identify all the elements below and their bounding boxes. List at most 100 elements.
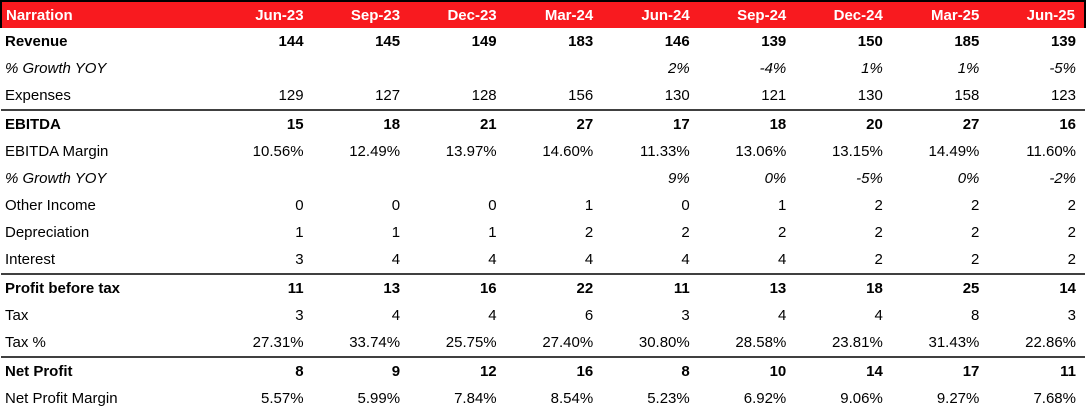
data-cell: 17 — [891, 356, 989, 385]
header-cell-period: Sep-24 — [698, 0, 796, 28]
data-cell: 1 — [488, 224, 497, 241]
data-cell: 27.31% — [252, 334, 304, 351]
data-cell: 2 — [681, 224, 690, 241]
data-cell: 14.49% — [928, 143, 980, 160]
table-row: Profit before tax 11 13 16 22 11 13 18 25 14 — [1, 273, 1085, 302]
table-row: Tax % 27.31% 33.74% 25.75% 27.40% 30.80% 28.58… — [1, 329, 1085, 357]
data-cell — [216, 55, 313, 82]
data-cell: 2 — [971, 251, 980, 268]
data-cell: -5% — [1049, 60, 1076, 77]
data-cell: 139 — [1050, 33, 1076, 50]
data-cell: 4 — [488, 251, 497, 268]
header-cell-period: Jun-25 — [988, 0, 1086, 28]
row-label: EBITDA — [1, 109, 216, 138]
row-label: Depreciation — [5, 224, 90, 241]
data-cell: 5.23% — [647, 390, 690, 406]
data-cell: 13 — [698, 273, 796, 302]
data-cell: 127 — [375, 87, 401, 104]
row-label: Other Income — [5, 197, 96, 214]
data-cell: 1 — [295, 224, 304, 241]
data-cell — [506, 55, 603, 82]
data-cell: 0% — [957, 170, 980, 187]
data-cell: 1% — [861, 60, 883, 77]
data-cell: 2 — [874, 251, 883, 268]
data-cell: 2 — [1067, 197, 1076, 214]
data-cell: 2 — [971, 224, 980, 241]
data-cell: 2 — [874, 197, 883, 214]
data-cell: 9 — [312, 356, 410, 385]
table-row: Expenses 129 127 128 156 130 121 130 158 123 — [1, 82, 1085, 110]
data-cell: 7.84% — [454, 390, 497, 406]
table-row: EBITDA Margin 10.56% 12.49% 13.97% 14.60% 11.… — [1, 138, 1085, 165]
data-cell: 2% — [668, 60, 690, 77]
data-cell: -2% — [1049, 170, 1076, 187]
data-cell: 1 — [391, 224, 401, 241]
data-cell: 14 — [988, 273, 1085, 302]
row-label: % Growth YOY — [5, 60, 107, 77]
table-row: Net Profit Margin 5.57% 5.99% 7.84% 8.54% 5.2… — [1, 385, 1085, 406]
data-cell: 130 — [664, 87, 690, 104]
data-cell: 4 — [391, 251, 401, 268]
data-cell: 2 — [1067, 251, 1076, 268]
data-cell: 33.74% — [349, 334, 401, 351]
table-row: Other Income 0 0 0 1 0 1 2 2 2 — [1, 192, 1085, 219]
data-cell: 4 — [391, 307, 401, 324]
data-cell: 8 — [216, 356, 313, 385]
header-cell-period: Sep-23 — [312, 0, 410, 28]
data-cell: 0 — [488, 197, 497, 214]
row-label: Interest — [5, 251, 56, 268]
data-cell: 15 — [216, 109, 313, 138]
data-cell: 0 — [295, 197, 304, 214]
data-cell — [313, 165, 410, 192]
data-cell: -5% — [856, 170, 883, 187]
row-label: Tax % — [5, 334, 46, 351]
table-row: % Growth YOY 2% -4% 1% 1% -5% — [1, 55, 1085, 82]
data-cell: 1 — [584, 197, 594, 214]
header-cell-period: Dec-24 — [795, 0, 892, 28]
data-cell: 11 — [988, 356, 1085, 385]
header-row: Narration Jun-23 Sep-23 Dec-23 Mar-24 Jun-24… — [0, 0, 1086, 28]
row-label: Net Profit Margin — [5, 390, 118, 406]
data-cell: 156 — [568, 87, 594, 104]
data-cell: 10 — [698, 356, 796, 385]
data-cell — [313, 55, 410, 82]
data-cell: 25.75% — [445, 334, 497, 351]
data-cell: 16 — [505, 356, 603, 385]
data-cell: 8 — [971, 307, 980, 324]
data-cell: 2 — [874, 224, 883, 241]
data-cell: 30.80% — [638, 334, 690, 351]
data-cell: 128 — [471, 87, 497, 104]
data-cell: 11 — [602, 273, 699, 302]
data-cell: 16 — [409, 273, 506, 302]
row-label: % Growth YOY — [5, 170, 107, 187]
header-cell-period: Mar-25 — [891, 0, 989, 28]
data-cell: 10.56% — [252, 143, 304, 160]
data-cell: 16 — [988, 109, 1085, 138]
row-label: Expenses — [5, 87, 71, 104]
header-cell-period: Jun-24 — [602, 0, 699, 28]
data-cell: 11 — [216, 273, 313, 302]
data-cell: 2 — [1067, 224, 1076, 241]
data-cell: 18 — [698, 109, 796, 138]
data-cell: 4 — [874, 307, 883, 324]
data-cell: 17 — [602, 109, 699, 138]
data-cell: 9.06% — [840, 390, 883, 406]
data-cell: 12.49% — [349, 143, 401, 160]
data-cell: 4 — [777, 251, 787, 268]
data-cell: 7.68% — [1033, 390, 1076, 406]
data-cell: 11.33% — [639, 143, 690, 160]
data-cell: 183 — [568, 33, 594, 50]
data-cell: 4 — [584, 251, 594, 268]
data-cell — [409, 55, 506, 82]
data-cell: 149 — [471, 33, 497, 50]
data-cell: 4 — [777, 307, 787, 324]
table-row: EBITDA 15 18 21 27 17 18 20 27 16 — [1, 109, 1085, 138]
data-cell: 4 — [488, 307, 497, 324]
data-cell: 13.06% — [735, 143, 787, 160]
data-cell: 13.97% — [445, 143, 497, 160]
data-cell: 18 — [795, 273, 892, 302]
row-label: EBITDA Margin — [5, 143, 109, 160]
data-cell: 150 — [857, 33, 883, 50]
